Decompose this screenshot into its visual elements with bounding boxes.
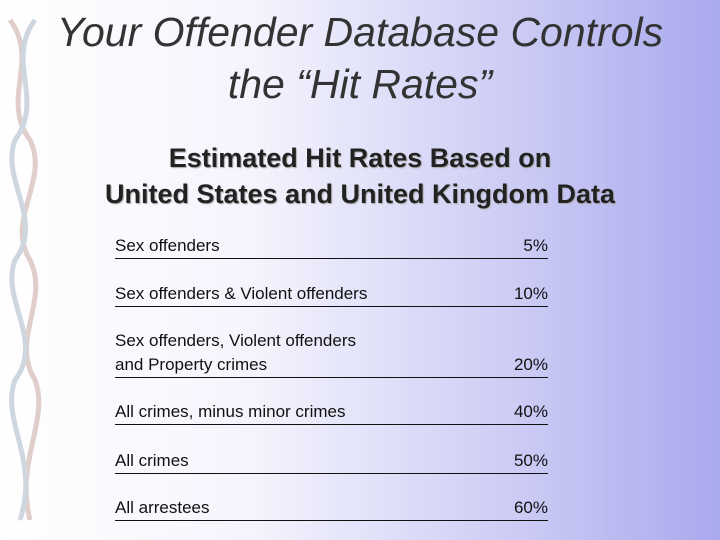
table-row: All arrestees 60% <box>115 496 548 521</box>
row-label-line: and Property crimes <box>115 355 268 374</box>
decoration <box>7 18 42 521</box>
title-line: Your Offender Database Controls <box>56 9 664 55</box>
row-label: All crimes <box>115 449 548 473</box>
row-label: Sex offenders, Violent offenders and Prop… <box>115 329 548 377</box>
title-line: the “Hit Rates” <box>227 61 493 107</box>
table-row: Sex offenders, Violent offenders and Prop… <box>115 329 548 378</box>
subtitle-line: Estimated Hit Rates Based on <box>168 143 552 173</box>
row-value: 40% <box>513 402 548 421</box>
table-row: Sex offenders & Violent offenders 10% <box>115 282 548 307</box>
row-label-line: All crimes, minus minor crimes <box>115 402 346 421</box>
row-label: All arrestees <box>115 496 548 520</box>
row-value: 5% <box>523 236 548 255</box>
row-value: 60% <box>513 498 548 517</box>
row-label: Sex offenders <box>115 234 548 258</box>
row-label-line: Sex offenders, Violent offenders <box>115 331 357 350</box>
row-label-line: All arrestees <box>115 498 210 517</box>
row-label-line: All crimes <box>115 451 189 470</box>
subtitle-line: United States and United Kingdom Data <box>104 179 616 209</box>
row-value: 50% <box>513 451 548 470</box>
table-row: Sex offenders 5% <box>115 234 548 259</box>
table-row: All crimes 50% <box>115 449 548 474</box>
row-value: 10% <box>513 284 548 303</box>
row-label: All crimes, minus minor crimes <box>115 400 548 424</box>
table-row: All crimes, minus minor crimes 40% <box>115 400 548 425</box>
row-label-line: Sex offenders & Violent offenders <box>115 284 368 303</box>
row-label-line: Sex offenders <box>115 236 220 255</box>
row-value: 20% <box>513 355 548 374</box>
row-label: Sex offenders & Violent offenders <box>115 282 548 306</box>
